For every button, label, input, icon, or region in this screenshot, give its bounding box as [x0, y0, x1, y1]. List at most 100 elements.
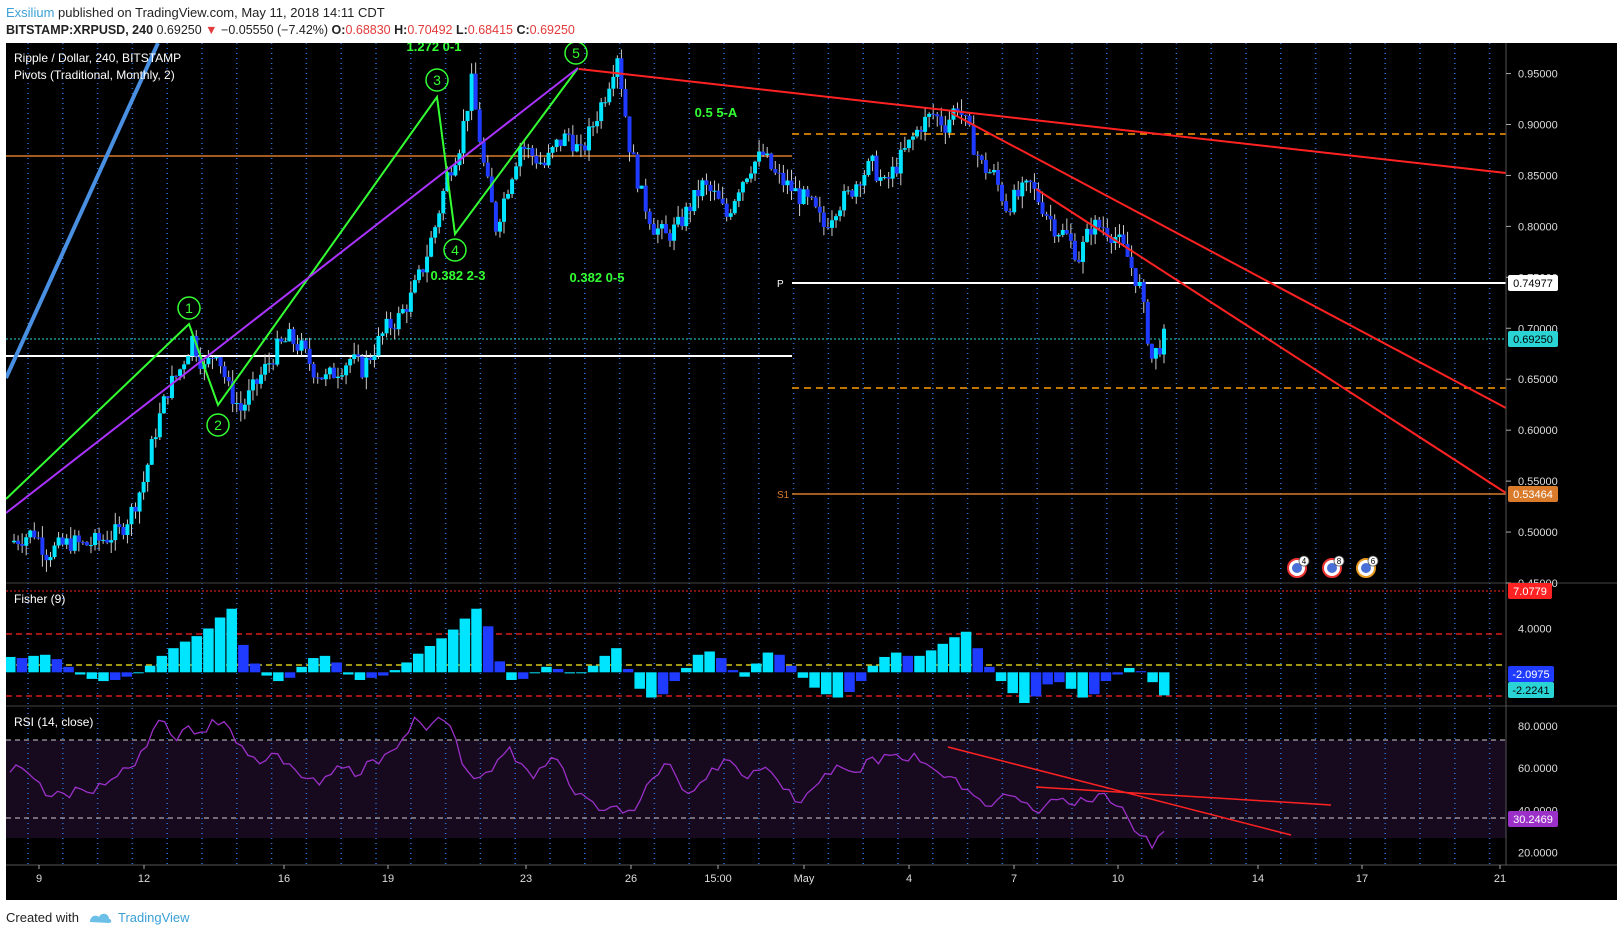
pivot-s1-badge: 0.53464 [1508, 486, 1558, 502]
candle-down [1036, 188, 1041, 203]
published-text: published on TradingView.com, May 11, 20… [58, 5, 385, 20]
time-tick-label: 21 [1494, 873, 1506, 885]
symbol-ohlc-line: BITSTAMP:XRPUSD, 240 0.69250 ▼ −0.05550 … [6, 23, 575, 37]
candle-down [983, 160, 988, 173]
candle-down [643, 185, 648, 212]
candle-down [1133, 267, 1138, 287]
candle-up [182, 364, 187, 370]
wave-label-4: 4 [443, 238, 467, 262]
candle-up [757, 151, 762, 162]
chart-area[interactable]: P S1 1 2 3 4 5 1.272 0-1 [6, 43, 1617, 900]
fisher-bar [74, 672, 86, 675]
candle-down [566, 133, 571, 135]
candle-down [850, 190, 855, 197]
fisher-bar [506, 672, 517, 680]
chart-svg[interactable]: P S1 1 2 3 4 5 1.272 0-1 [6, 43, 1617, 900]
rsi-trendline-upper [1035, 786, 1332, 806]
fisher-bar [809, 672, 820, 688]
fisher-bar [1054, 672, 1065, 683]
fisher-bar [366, 672, 377, 678]
fisher-bar [412, 653, 424, 673]
candle-down [813, 197, 818, 207]
candle-down [291, 329, 296, 345]
candle-down [218, 357, 223, 367]
candle-up [550, 147, 555, 153]
candle-up [854, 184, 859, 197]
fisher-bar [739, 672, 750, 677]
tradingview-link[interactable]: TradingView [118, 910, 190, 925]
svg-text:4: 4 [451, 242, 459, 258]
time-axis[interactable]: 9 12 16 19 23 26 15:00 May 4 7 10 14 17 21 [36, 865, 1506, 885]
candle-up [352, 354, 357, 360]
candle-up [744, 178, 749, 183]
candle-up [93, 532, 98, 546]
candle-down [1089, 228, 1094, 235]
candle-down [522, 146, 527, 150]
trendline-red-lower [1035, 188, 1507, 494]
fisher-bar [587, 665, 599, 673]
candle-down [60, 537, 65, 545]
candle-down [295, 344, 300, 351]
candle-down [388, 318, 393, 329]
candle-down [995, 170, 1000, 185]
price-tick-label: 0.55000 [1518, 476, 1558, 488]
trendline-red-upper [578, 68, 1507, 174]
main-pane-title: Ripple / Dollar, 240, BITSTAMP [14, 51, 181, 65]
candle-down [789, 180, 794, 192]
candle-down [319, 377, 324, 380]
candle-down [955, 108, 960, 111]
candle-up [129, 506, 134, 525]
candle-down [1121, 234, 1126, 244]
svg-text:30.2469: 30.2469 [1513, 814, 1553, 826]
candle-up [441, 191, 446, 214]
candle-down [530, 148, 535, 156]
fisher-bar [179, 641, 191, 673]
fisher-bar [646, 672, 657, 698]
candle-down [558, 139, 563, 146]
candle-up [991, 170, 996, 173]
candle-up [740, 182, 745, 193]
candle-down [44, 554, 49, 561]
fisher-bar [855, 672, 867, 682]
candle-down [534, 155, 539, 164]
high-label: H: [394, 23, 408, 37]
fisher-bar [1135, 671, 1147, 673]
candle-down [16, 540, 21, 545]
candle-down [36, 537, 41, 539]
author-link[interactable]: Exsilium [6, 5, 55, 20]
fisher-bar [576, 672, 587, 674]
event-badge-2[interactable]: 8 [1322, 555, 1345, 578]
fisher-bar [86, 672, 98, 679]
candle-up [1117, 234, 1122, 238]
fisher-bar [284, 672, 296, 678]
fisher-bar [902, 655, 914, 673]
candle-up [437, 213, 442, 228]
fisher-bar [820, 672, 832, 695]
candle-up [299, 340, 304, 351]
candle-up [732, 201, 737, 214]
rsi-tick-label: 20.0000 [1518, 847, 1558, 859]
candle-up [141, 482, 146, 493]
event-badge-1[interactable]: 4 [1287, 555, 1310, 578]
event-badge-3[interactable]: 6 [1356, 555, 1379, 578]
candle-up [461, 121, 466, 154]
time-tick-label: 23 [520, 873, 532, 885]
fisher-bar [459, 618, 471, 673]
candle-down [1105, 227, 1110, 238]
candle-up [178, 369, 183, 376]
candle-down [421, 269, 426, 273]
fisher-tick-label: 4.0000 [1518, 623, 1552, 635]
candle-up [364, 357, 369, 378]
fisher-bar [16, 658, 28, 673]
rsi-tick-label: 80.0000 [1518, 721, 1558, 733]
candle-down [1052, 219, 1057, 237]
candle-down [578, 144, 583, 146]
fisher-bar [611, 648, 622, 673]
candle-up [497, 221, 502, 232]
candle-up [510, 179, 515, 195]
candle-down [696, 190, 701, 197]
candle-up [1060, 230, 1065, 235]
fisher-max-badge: 7.0779 [1508, 583, 1552, 599]
candle-down [874, 155, 879, 181]
candle-down [68, 538, 73, 551]
